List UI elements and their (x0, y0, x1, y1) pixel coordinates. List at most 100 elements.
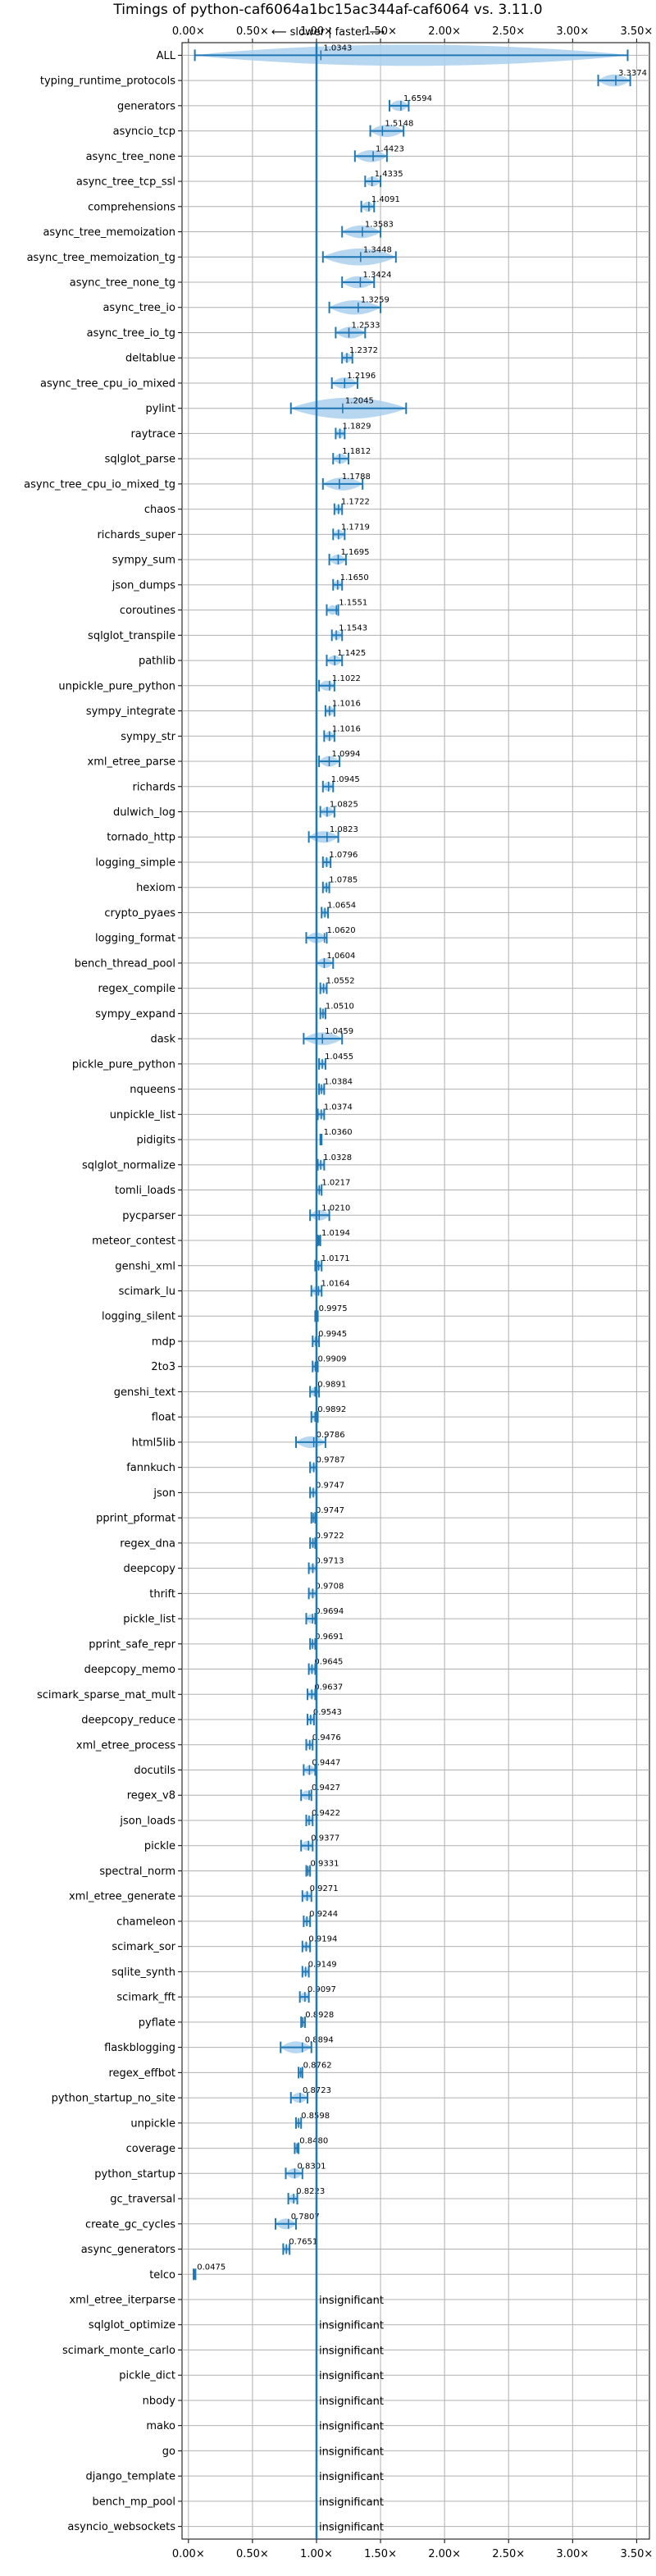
benchmark-label: coroutines (120, 605, 175, 617)
benchmark-label: typing_runtime_protocols (40, 75, 175, 88)
value-label: 0.9422 (312, 1809, 340, 1818)
value-label: 0.9945 (318, 1330, 347, 1339)
benchmark-label: tornado_http (107, 832, 175, 844)
value-label: 1.1016 (332, 724, 361, 733)
value-label: 1.5148 (385, 120, 413, 129)
benchmark-label: nqueens (130, 1084, 175, 1096)
value-label: 1.0994 (331, 750, 360, 759)
benchmark-label: float (152, 1412, 175, 1424)
value-label: 0.9975 (319, 1304, 348, 1313)
value-label: 1.0654 (327, 901, 356, 910)
benchmark-label: regex_compile (98, 983, 175, 995)
benchmark-label: logging_format (95, 933, 175, 945)
benchmark-label: sqlglot_transpile (88, 630, 175, 642)
benchmark-label: 2to3 (151, 1361, 175, 1373)
benchmark-label: sqlite_synth (112, 1966, 175, 1979)
value-label: 1.1829 (343, 422, 371, 431)
value-label: 1.3448 (363, 245, 392, 254)
value-label: 1.1543 (339, 623, 367, 633)
benchmark-label: logging_simple (95, 856, 175, 869)
benchmark-label: deepcopy (123, 1563, 175, 1575)
benchmark-label: asyncio_websockets (67, 2521, 175, 2533)
value-label: 1.0796 (329, 851, 358, 860)
insignificant-label: insignificant (319, 2496, 384, 2509)
benchmark-label: async_tree_io (102, 302, 175, 314)
benchmark-label: python_startup_no_site (52, 2093, 175, 2105)
benchmark-label: regex_dna (120, 1537, 175, 1550)
benchmark-label: genshi_xml (115, 1260, 175, 1272)
benchmark-label: pyflate (139, 2016, 175, 2029)
benchmark-label: scimark_sparse_mat_mult (37, 1689, 175, 1701)
benchmark-label: nbody (143, 2395, 176, 2407)
benchmark-label: genshi_text (114, 1386, 175, 1399)
benchmark-label: pickle_dict (119, 2370, 175, 2382)
benchmark-label: unpickle (130, 2117, 175, 2130)
x-tick-label-top: 3.00× (556, 25, 589, 38)
value-label: 0.9427 (312, 1784, 340, 1793)
value-label: 1.1695 (340, 548, 369, 557)
benchmark-label: json_loads (119, 1815, 175, 1827)
benchmark-label: pylint (145, 403, 175, 415)
benchmark-label: sympy_expand (95, 1008, 175, 1021)
benchmark-label: pprint_pformat (96, 1513, 175, 1525)
benchmark-label: sqlglot_parse (105, 454, 175, 466)
benchmark-label: go (162, 2446, 175, 2458)
value-label: 1.1719 (341, 523, 370, 532)
value-label: 0.8223 (296, 2187, 325, 2196)
benchmark-label: telco (149, 2269, 175, 2281)
value-label: 1.0825 (330, 800, 358, 809)
value-label: 0.9708 (315, 1582, 344, 1591)
x-tick-label-top: 3.50× (620, 25, 653, 38)
insignificant-label: insignificant (319, 2295, 384, 2307)
benchmark-label: scimark_lu (119, 1286, 175, 1298)
benchmark-label: pycparser (122, 1210, 175, 1222)
benchmark-label: sqlglot_optimize (89, 2319, 175, 2332)
x-tick-label-top: 2.00× (428, 25, 461, 38)
benchmark-label: async_tree_cpu_io_mixed_tg (24, 478, 175, 491)
value-label: 0.9194 (308, 1935, 337, 1944)
benchmark-label: dask (150, 1034, 175, 1046)
benchmark-label: crypto_pyaes (104, 907, 175, 920)
value-label: 1.1812 (342, 447, 371, 456)
value-label: 0.9691 (315, 1633, 344, 1642)
benchmark-label: gc_traversal (110, 2194, 175, 2206)
benchmark-label: json (153, 1487, 175, 1500)
value-label: 1.4335 (375, 170, 403, 179)
benchmark-label: spectral_norm (99, 1866, 175, 1878)
value-label: 1.0164 (321, 1280, 350, 1289)
benchmark-label: xml_etree_iterparse (69, 2294, 175, 2306)
benchmark-label: dulwich_log (113, 806, 175, 819)
value-label: 0.7807 (291, 2213, 320, 2222)
value-label: 0.9787 (317, 1456, 345, 1465)
benchmark-label: scimark_sor (112, 1941, 175, 1953)
x-tick-label-top: 1.00× (300, 25, 333, 38)
benchmark-label: async_tree_tcp_ssl (76, 176, 175, 189)
benchmark-label: sympy_str (121, 731, 175, 743)
benchmark-label: deltablue (125, 353, 175, 365)
x-tick-label-bottom: 2.00× (428, 2548, 461, 2560)
value-label: 0.9476 (312, 1733, 341, 1742)
benchmark-label: docutils (134, 1765, 175, 1777)
benchmark-label: generators (117, 100, 175, 112)
x-tick-label-top: 0.00× (172, 25, 205, 38)
benchmark-label: chameleon (116, 1916, 175, 1928)
value-label: 1.0620 (327, 926, 356, 935)
benchmark-label: thrift (149, 1588, 175, 1601)
benchmark-label: pickle_pure_python (72, 1058, 175, 1071)
value-label: 1.0455 (325, 1053, 353, 1062)
benchmark-label: xml_etree_generate (69, 1891, 175, 1903)
benchmark-label: comprehensions (88, 201, 175, 213)
value-label: 1.3259 (361, 296, 390, 305)
value-label: 0.8894 (305, 2036, 334, 2045)
value-label: 1.2533 (352, 321, 380, 330)
value-label: 1.1425 (337, 649, 366, 658)
benchmark-label: fannkuch (126, 1462, 175, 1474)
insignificant-label: insignificant (319, 2421, 384, 2433)
value-label: 0.8598 (301, 2112, 330, 2121)
benchmark-label: pathlib (139, 655, 175, 668)
benchmark-label: raytrace (130, 428, 175, 441)
value-label: 1.2045 (345, 397, 374, 406)
value-label: 0.9694 (315, 1607, 344, 1616)
